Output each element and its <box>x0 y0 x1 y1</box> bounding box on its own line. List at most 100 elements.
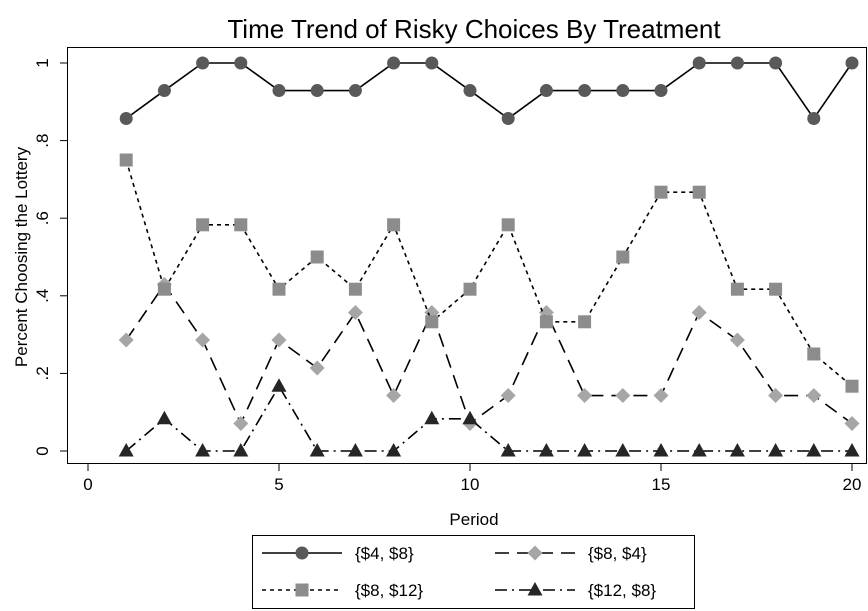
data-point <box>272 282 286 296</box>
data-point <box>463 282 477 296</box>
data-point <box>653 388 669 404</box>
y-tick-label: 0 <box>33 446 52 455</box>
data-point <box>577 443 593 457</box>
data-point <box>616 250 630 264</box>
data-point <box>501 111 515 125</box>
chart-title: Time Trend of Risky Choices By Treatment <box>227 14 721 44</box>
legend-entry: {$8, $12} <box>262 581 423 600</box>
data-point <box>538 443 554 457</box>
legend-label: {$8, $4} <box>588 544 647 563</box>
y-tick-label: 1 <box>33 58 52 67</box>
data-point <box>654 185 668 199</box>
data-point <box>348 84 362 98</box>
data-point <box>234 218 248 232</box>
legend-label: {$4, $8} <box>355 544 414 563</box>
data-point <box>692 185 706 199</box>
legend-marker <box>295 546 309 560</box>
data-point <box>119 111 133 125</box>
legend-entry: {$8, $4} <box>495 544 647 563</box>
legend-entry: {$12, $8} <box>495 581 656 600</box>
legend-box <box>252 535 695 609</box>
data-point <box>272 84 286 98</box>
data-point <box>234 56 248 70</box>
data-point <box>119 153 133 167</box>
data-point <box>729 332 745 348</box>
y-tick-label: .6 <box>33 211 52 225</box>
legend-label: {$12, $8} <box>588 581 656 600</box>
data-point <box>157 282 171 296</box>
data-point <box>310 250 324 264</box>
data-point <box>157 84 171 98</box>
legend-label: {$8, $12} <box>355 581 423 600</box>
data-point <box>425 56 439 70</box>
data-point <box>729 443 745 457</box>
data-point <box>616 84 630 98</box>
data-point <box>578 84 592 98</box>
data-point <box>730 56 744 70</box>
data-point <box>348 282 362 296</box>
data-point <box>845 379 859 393</box>
data-point <box>539 315 553 329</box>
data-point <box>309 360 325 376</box>
data-point <box>347 443 363 457</box>
data-point <box>768 388 784 404</box>
data-point <box>845 56 859 70</box>
series-line <box>125 384 852 452</box>
data-point <box>807 347 821 361</box>
data-point <box>425 315 439 329</box>
series-1 <box>119 56 859 125</box>
data-point <box>844 443 860 457</box>
x-axis: 0 5 10 15 20 <box>83 463 862 494</box>
y-tick-label: .4 <box>33 289 52 303</box>
data-point <box>692 56 706 70</box>
data-point <box>654 84 668 98</box>
series-4 <box>118 378 860 457</box>
y-tick-label: .2 <box>33 366 52 380</box>
x-tick-label: 0 <box>83 475 92 494</box>
data-point <box>196 218 210 232</box>
data-point <box>118 332 134 348</box>
legend-marker <box>527 582 543 596</box>
data-point <box>501 218 515 232</box>
data-point <box>615 388 631 404</box>
data-point <box>347 304 363 320</box>
data-point <box>844 415 860 431</box>
data-point <box>233 415 249 431</box>
data-point <box>386 443 402 457</box>
data-point <box>196 56 210 70</box>
data-point <box>769 56 783 70</box>
x-tick-label: 15 <box>652 475 671 494</box>
x-tick-label: 20 <box>843 475 862 494</box>
y-axis-label: Percent Choosing the Lottery <box>12 146 31 367</box>
data-point <box>271 378 287 392</box>
legend-marker <box>527 545 543 561</box>
data-point <box>653 443 669 457</box>
data-point <box>195 332 211 348</box>
data-point <box>387 56 401 70</box>
data-point <box>577 388 593 404</box>
data-point <box>386 388 402 404</box>
data-point <box>462 410 478 425</box>
data-point <box>310 84 324 98</box>
data-point <box>806 443 822 457</box>
series-line <box>125 283 853 426</box>
legend-entry: {$4, $8} <box>262 544 414 563</box>
x-tick-label: 5 <box>274 475 283 494</box>
data-point <box>500 443 516 457</box>
data-point <box>500 388 516 404</box>
data-point <box>539 84 553 98</box>
data-point <box>806 388 822 404</box>
data-point <box>768 443 784 457</box>
legend: {$4, $8} {$8, $4} {$8, $12} {$12, $8} <box>262 544 656 600</box>
data-point <box>195 443 211 457</box>
data-point <box>615 443 631 457</box>
data-point <box>156 410 172 425</box>
data-point <box>691 304 707 320</box>
data-point <box>424 410 440 425</box>
y-axis: 0 .2 .4 .6 .8 1 <box>33 58 68 456</box>
data-point <box>233 443 249 457</box>
series-line <box>125 159 853 387</box>
data-point <box>730 282 744 296</box>
